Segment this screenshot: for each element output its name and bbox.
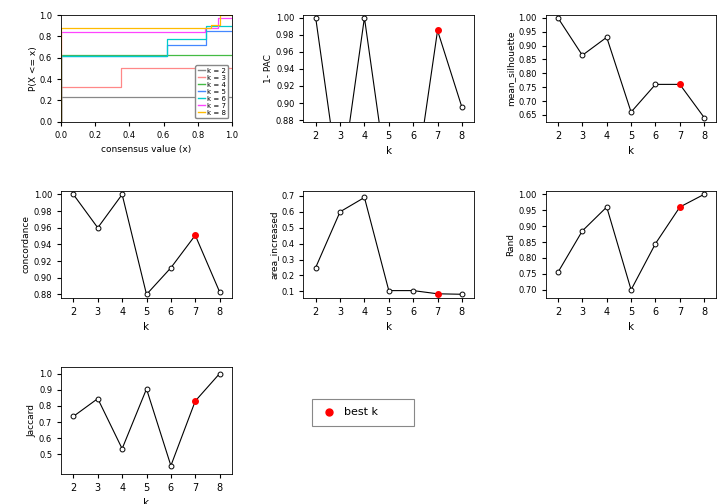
- Legend: k = 2, k = 3, k = 4, k = 5, k = 6, k = 7, k = 8: k = 2, k = 3, k = 4, k = 5, k = 6, k = 7…: [195, 65, 228, 118]
- X-axis label: k: k: [386, 323, 392, 332]
- Text: best k: best k: [344, 407, 379, 417]
- Y-axis label: Rand: Rand: [506, 233, 516, 256]
- Bar: [312, 399, 415, 426]
- X-axis label: consensus value (x): consensus value (x): [102, 145, 192, 154]
- Y-axis label: mean_silhouette: mean_silhouette: [506, 31, 516, 106]
- X-axis label: k: k: [143, 323, 150, 332]
- Y-axis label: P(X <= x): P(X <= x): [29, 46, 37, 91]
- X-axis label: k: k: [628, 323, 634, 332]
- Y-axis label: concordance: concordance: [22, 215, 31, 274]
- Y-axis label: area_increased: area_increased: [269, 210, 279, 279]
- X-axis label: k: k: [628, 146, 634, 156]
- X-axis label: k: k: [386, 146, 392, 156]
- Y-axis label: 1- PAC: 1- PAC: [264, 54, 273, 83]
- X-axis label: k: k: [143, 498, 150, 504]
- Y-axis label: Jaccard: Jaccard: [27, 404, 36, 437]
